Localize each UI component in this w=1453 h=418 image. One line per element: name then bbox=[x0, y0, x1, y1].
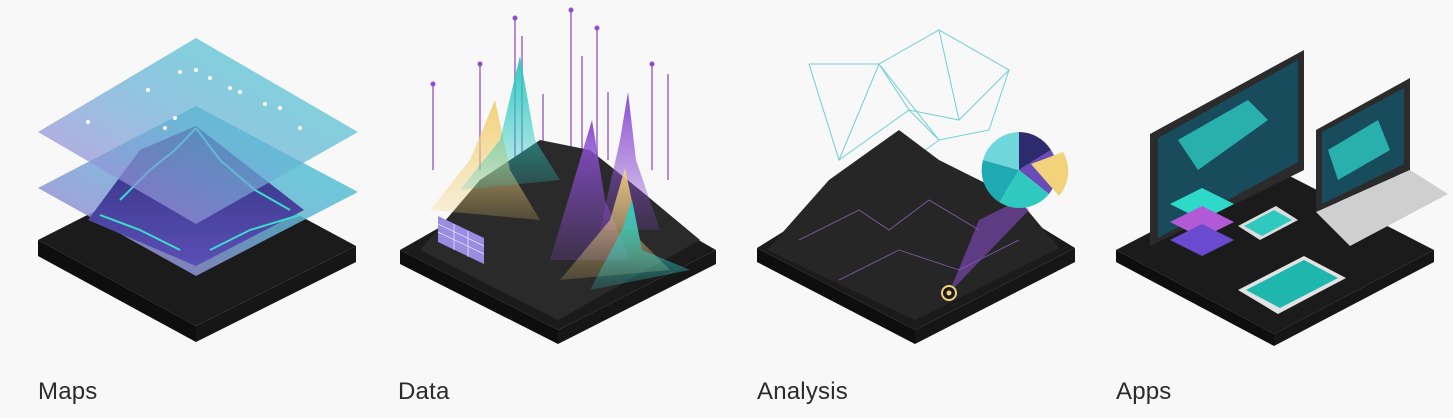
maps-card[interactable]: Maps bbox=[0, 0, 360, 418]
apps-card[interactable]: Apps bbox=[1078, 0, 1448, 418]
analysis-label: Analysis bbox=[757, 378, 848, 405]
devices-apps-illustration bbox=[1116, 50, 1448, 346]
analysis-network-illustration bbox=[757, 29, 1075, 344]
data-card[interactable]: Data bbox=[360, 0, 720, 418]
data-label: Data bbox=[398, 378, 450, 405]
maps-layers-illustration bbox=[38, 38, 358, 342]
apps-label: Apps bbox=[1116, 378, 1172, 405]
analysis-card[interactable]: Analysis bbox=[719, 0, 1079, 418]
maps-label: Maps bbox=[38, 378, 98, 405]
data-peaks-illustration bbox=[400, 7, 716, 344]
